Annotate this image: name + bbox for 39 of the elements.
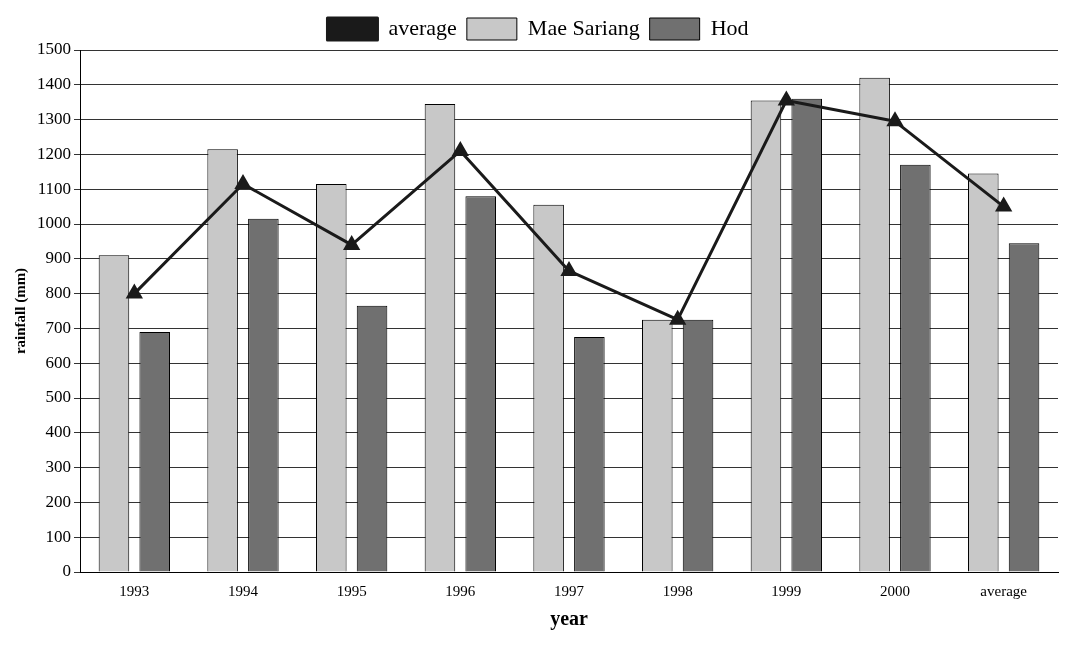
y-axis-title: rainfall (mm) [11,267,29,355]
y-tick-label: 1100 [37,178,71,198]
y-tick-label: 200 [45,491,71,511]
y-tick-label: 700 [45,317,71,337]
y-tick-label: 600 [45,352,71,372]
y-tick-label: 100 [45,526,71,546]
y-tick-label: 900 [45,248,71,268]
legend-label: Hod [710,14,749,40]
y-tick-label: 1200 [37,143,71,163]
x-tick-label: 1998 [662,582,693,599]
legend-label: average [388,14,457,40]
x-tick-label: 1996 [445,582,476,599]
x-tick-label: 1995 [336,582,367,599]
y-tick-label: 1400 [37,74,71,94]
point [235,175,251,189]
point [887,112,903,127]
x-tick-label: 1997 [554,582,585,599]
y-tick-label: 500 [45,387,71,407]
point [778,91,794,106]
y-tick-label: 300 [45,457,71,477]
y-tick-label: 1300 [37,109,71,129]
y-tick-label: 1000 [37,213,71,233]
point [126,285,142,299]
x-axis-title: year [550,607,588,631]
point [452,142,468,156]
point [670,311,686,325]
point [561,262,577,276]
point [344,236,360,250]
y-tick-label: 800 [45,283,71,303]
legend-label: Mae Sariang [527,14,640,40]
y-tick-label: 0 [62,561,71,581]
x-tick-label: 1993 [119,582,150,599]
y-tick-label: 1500 [37,39,71,59]
x-tick-label: 2000 [880,582,910,599]
x-tick-label: average [980,582,1028,599]
point [996,198,1012,212]
x-tick-label: 1999 [771,582,802,599]
x-tick-label: 1994 [228,582,259,599]
y-tick-label: 400 [45,422,71,442]
